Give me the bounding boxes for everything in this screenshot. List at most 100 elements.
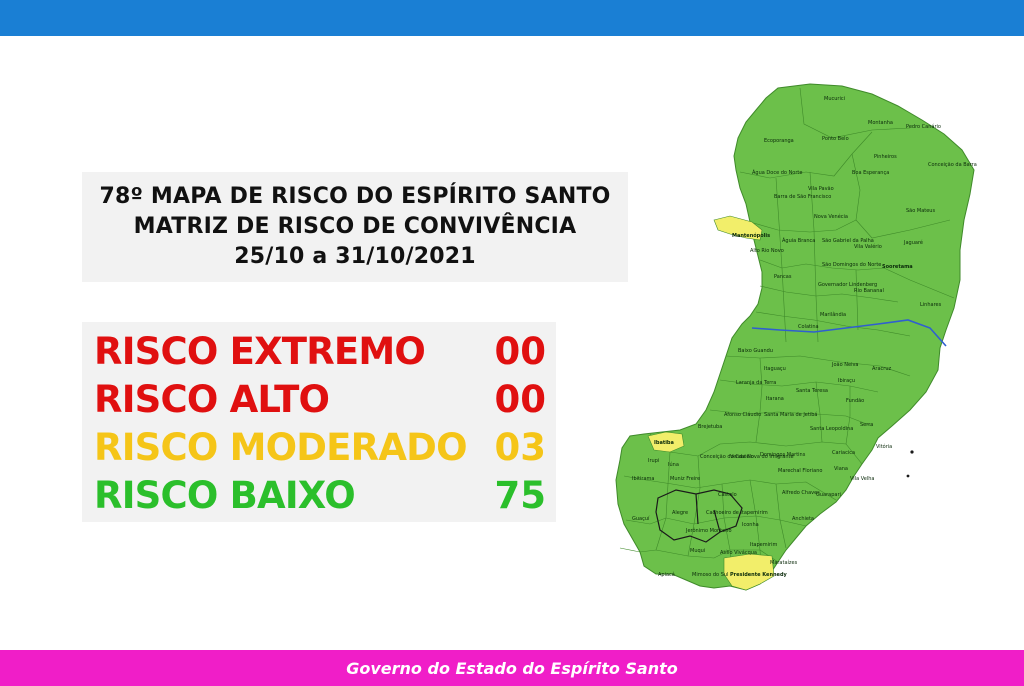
label-marataizes: Marataízes [770, 559, 798, 566]
risk-count: 75 [494, 474, 547, 517]
risk-row-extremo: RISCO EXTREMO 00 [94, 328, 546, 376]
label-viana: Viana [834, 466, 848, 472]
label-aguia-branca: Águia Branca [782, 237, 815, 244]
region-ibatiba [647, 431, 685, 453]
label-joao-neiva: João Neiva [831, 362, 858, 368]
label-pedro-canario: Pedro Canário [906, 123, 941, 130]
label-castelo: Castelo [718, 492, 737, 498]
label-linhares: Linhares [920, 302, 942, 308]
label-serra: Serra [860, 422, 873, 428]
label-guarapari: Guarapari [816, 492, 841, 498]
label-vitoria: Vitória [876, 443, 892, 450]
region-mantenopolis [713, 215, 763, 241]
label-boa-esperanca: Boa Esperança [852, 170, 889, 176]
risk-count: 00 [494, 378, 547, 421]
label-conceicao-da-barra: Conceição da Barra [928, 162, 977, 168]
vitoria-marker [910, 450, 914, 454]
label-ecoporanga: Ecoporanga [764, 138, 794, 144]
label-jaguare: Jaguaré [903, 239, 923, 246]
label-marilandia: Marilândia [820, 311, 846, 318]
title-panel: 78º MAPA DE RISCO DO ESPÍRITO SANTO MATR… [82, 172, 628, 282]
label-baixo-guandu: Baixo Guandu [738, 348, 773, 354]
label-alegre: Alegre [672, 510, 688, 516]
label-venda-nova: Venda Nova do Imigrante [730, 454, 794, 460]
label-pinheiros: Pinheiros [874, 154, 897, 160]
risk-map-svg: Mucurici Montanha Pedro Canário Ecoporan… [615, 83, 977, 591]
label-itapemirim: Itapemirim [750, 542, 777, 548]
label-nova-venecia: Nova Venécia [814, 213, 848, 220]
region-presidente-kennedy [723, 553, 775, 591]
title-line-3: 25/10 a 31/10/2021 [234, 244, 476, 269]
municipality-labels: Mucurici Montanha Pedro Canário Ecoporan… [632, 96, 977, 578]
footer-text: Governo do Estado do Espírito Santo [346, 658, 678, 678]
label-rio-bananal: Rio Bananal [854, 288, 884, 294]
risk-label: RISCO MODERADO [94, 426, 468, 469]
rio-doce-river [751, 319, 947, 347]
state-shape [615, 83, 975, 591]
label-fundao: Fundão [846, 398, 864, 404]
label-montanha: Montanha [868, 120, 893, 126]
label-alto-rio-novo: Alto Rio Novo [750, 248, 784, 254]
label-atilio-vivacqua: Atílio Vivácqua [720, 549, 757, 556]
label-itaguacu: Itaguaçu [764, 366, 786, 372]
label-governador-lindenberg: Governador Lindenberg [818, 282, 877, 288]
risk-row-baixo: RISCO BAIXO 75 [94, 472, 546, 520]
label-vila-valerio: Vila Valério [854, 243, 882, 250]
label-mucurici: Mucurici [824, 96, 845, 102]
label-sooretama: Sooretama [882, 264, 913, 270]
label-guacui: Guaçuí [632, 515, 650, 522]
label-alfredo-chaves: Alfredo Chaves [782, 490, 820, 496]
label-anchieta: Anchieta [792, 516, 814, 522]
label-iconha: Iconha [742, 522, 759, 528]
label-afonso-claudio: Afonso Cláudio [724, 411, 761, 418]
subregion-outline [655, 489, 743, 543]
label-ponto-belo: Ponto Belo [822, 136, 849, 142]
label-presidente-kennedy: Presidente Kennedy [730, 572, 788, 578]
label-ibatiba: Ibatiba [654, 440, 674, 446]
risk-row-alto: RISCO ALTO 00 [94, 376, 546, 424]
label-jeronimo-monteiro: Jerônimo Monteiro [685, 527, 732, 534]
label-sao-domingos: São Domingos do Norte [822, 262, 881, 268]
label-pancas: Pancas [774, 274, 792, 280]
label-santa-maria-de-jetiba: Santa Maria de Jetibá [764, 411, 817, 418]
label-mimoso-do-sul: Mimoso do Sul [692, 572, 728, 578]
label-brejetuba: Brejetuba [698, 424, 722, 430]
label-muniz-freire: Muniz Freire [670, 476, 700, 482]
label-iuna: Iúna [668, 461, 679, 468]
label-muqui: Muqui [690, 548, 705, 554]
label-mantenopolis: Mantenópolis [732, 232, 770, 239]
label-santa-leopoldina: Santa Leopoldina [810, 426, 853, 432]
label-cachoeiro: Cachoeiro de Itapemirim [706, 510, 768, 516]
label-apiaca: Apiacá [658, 571, 675, 578]
municipal-borders [619, 87, 955, 585]
label-vila-pavao: Vila Pavão [808, 186, 834, 192]
risk-count: 03 [494, 426, 547, 469]
label-ibitirama: Ibitirama [632, 476, 654, 482]
label-agua-doce: Água Doce do Norte [752, 169, 802, 176]
label-vila-velha: Vila Velha [850, 476, 874, 482]
title-line-1: 78º MAPA DE RISCO DO ESPÍRITO SANTO [99, 184, 611, 209]
footer-bar: Governo do Estado do Espírito Santo [0, 650, 1024, 686]
risk-label: RISCO BAIXO [94, 474, 356, 517]
label-cariacica: Cariacica [832, 450, 855, 456]
label-laranja-da-terra: Laranja da Terra [736, 380, 776, 386]
label-irupi: Irupi [648, 458, 659, 464]
label-barra-sao-francisco: Barra de São Francisco [774, 194, 831, 200]
label-marechal-floriano: Marechal Floriano [778, 468, 822, 474]
title-line-2: MATRIZ DE RISCO DE CONVIVÊNCIA [133, 214, 577, 239]
label-sao-mateus: São Mateus [906, 208, 935, 214]
risk-label: RISCO EXTREMO [94, 330, 426, 373]
risk-count: 00 [494, 330, 547, 373]
espirito-santo-map: Mucurici Montanha Pedro Canário Ecoporan… [610, 80, 994, 620]
label-conceicao-do-castelo: Conceição do Castelo [700, 454, 754, 460]
label-domingos-martins: Domingos Martins [760, 452, 806, 458]
label-ibiracu: Ibiraçu [838, 378, 855, 384]
top-color-bar [0, 0, 1024, 36]
risk-row-moderado: RISCO MODERADO 03 [94, 424, 546, 472]
risk-label: RISCO ALTO [94, 378, 330, 421]
label-aracruz: Aracruz [872, 366, 892, 372]
vila-velha-marker [906, 474, 910, 478]
label-santa-teresa: Santa Teresa [796, 388, 828, 394]
label-sao-gabriel: São Gabriel da Palha [822, 238, 874, 244]
risk-summary-panel: RISCO EXTREMO 00 RISCO ALTO 00 RISCO MOD… [82, 322, 556, 522]
